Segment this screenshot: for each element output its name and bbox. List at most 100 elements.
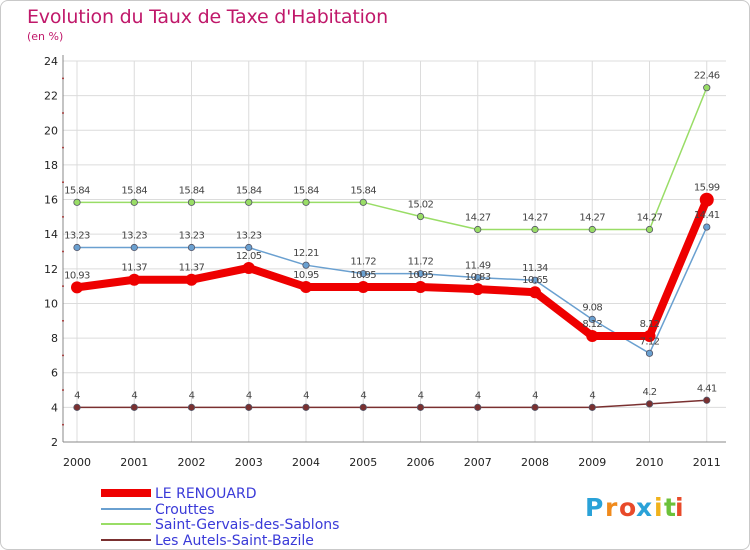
data-label: 15.84	[64, 185, 90, 196]
data-point	[359, 198, 367, 206]
data-point	[187, 403, 196, 411]
data-point	[71, 281, 83, 294]
logo-letter: i	[654, 493, 663, 522]
data-point	[588, 315, 596, 323]
legend-label: LE RENOUARD	[155, 486, 257, 502]
data-point	[302, 261, 310, 269]
data-label: 22.46	[694, 71, 720, 82]
x-tick-label: 2006	[407, 456, 435, 469]
data-label: 10.95	[293, 270, 319, 281]
data-point	[416, 212, 425, 221]
data-point	[474, 403, 482, 411]
data-label: 15.84	[179, 185, 205, 196]
series-line-0	[73, 195, 711, 341]
data-label: 7.12	[640, 336, 660, 347]
data-label: 11.72	[408, 257, 434, 268]
data-label: 11.72	[350, 257, 376, 268]
data-label: 4	[589, 390, 595, 401]
data-label: 15.84	[121, 185, 147, 196]
data-label: 10.83	[465, 272, 491, 283]
data-label: 4	[418, 390, 424, 401]
y-tick-label: 14	[44, 228, 58, 241]
x-tick-label: 2004	[292, 456, 320, 469]
data-label: 15.84	[293, 185, 319, 196]
x-tick-label: 2009	[578, 456, 606, 469]
y-tick-label: 4	[51, 401, 58, 414]
data-label: 11.34	[522, 263, 548, 274]
data-label: 4	[303, 390, 309, 401]
logo-letter: o	[619, 493, 636, 522]
x-tick-label: 2011	[693, 456, 721, 469]
y-tick-label: 18	[44, 159, 58, 172]
data-label: 14.27	[637, 213, 663, 224]
data-label: 4.2	[642, 387, 656, 398]
data-label: 13.23	[64, 231, 90, 242]
data-label: 13.23	[179, 231, 205, 242]
y-tick-label: 12	[44, 263, 58, 276]
data-point	[416, 270, 425, 278]
data-label: 13.23	[121, 231, 147, 242]
data-label: 4	[360, 390, 366, 401]
data-point	[245, 403, 253, 411]
data-label: 8.12	[582, 319, 602, 330]
x-tick-label: 2008	[521, 456, 549, 469]
data-label: 12.05	[236, 251, 262, 262]
data-label: 4	[131, 390, 137, 401]
data-point	[359, 270, 367, 278]
data-point	[302, 198, 310, 206]
y-tick-label: 16	[44, 194, 58, 207]
data-point	[416, 403, 425, 411]
data-point	[300, 281, 312, 294]
data-point	[474, 225, 482, 234]
data-label: 14.27	[579, 213, 605, 224]
data-label: 15.99	[694, 183, 720, 194]
data-point	[471, 283, 484, 296]
data-point	[187, 198, 196, 206]
data-point	[588, 403, 596, 411]
legend: LE RENOUARDCrouttesSaint-Gervais-des-Sab…	[101, 486, 339, 549]
logo-letter: P	[585, 493, 603, 522]
x-tick-label: 2005	[349, 456, 377, 469]
data-point	[529, 286, 541, 299]
data-label: 15.84	[350, 185, 376, 196]
data-point	[645, 225, 654, 234]
data-point	[130, 243, 138, 252]
y-tick-label: 24	[44, 55, 58, 68]
y-tick-label: 10	[44, 297, 58, 310]
data-point	[73, 198, 81, 206]
data-label: 10.95	[408, 270, 434, 281]
data-point	[414, 281, 427, 294]
x-tick-label: 2001	[120, 456, 148, 469]
data-point	[703, 84, 711, 92]
x-tick-label: 2010	[636, 456, 664, 469]
data-label: 4	[189, 390, 195, 401]
series-line-3	[76, 399, 708, 409]
data-point	[531, 225, 539, 234]
data-point	[187, 243, 196, 252]
data-point	[699, 192, 714, 207]
data-labels: 4 4 4 4 4 4 4 4 4 4 4.2 4.41 15.84 15.84 15.84 15.84 15.…	[64, 71, 720, 402]
data-point	[645, 400, 654, 408]
data-label: 4	[532, 390, 538, 401]
x-tick-label: 2003	[235, 456, 263, 469]
logo-letter: r	[605, 493, 618, 522]
data-point	[185, 273, 198, 286]
data-point	[588, 225, 596, 234]
series-line-1	[76, 226, 708, 355]
data-point	[531, 276, 539, 284]
data-point	[73, 243, 81, 252]
grid-lines	[63, 60, 726, 443]
data-label: 8.12	[640, 319, 660, 330]
data-point	[643, 330, 656, 343]
data-label: 4	[74, 390, 80, 401]
y-tick-label: 2	[51, 436, 58, 449]
data-label: 4	[475, 390, 481, 401]
y-tick-label: 8	[51, 332, 58, 345]
data-label: 14.27	[465, 213, 491, 224]
data-label: 12.21	[293, 248, 319, 259]
data-point	[645, 349, 654, 357]
y-tick-label: 22	[44, 90, 58, 103]
data-point	[703, 223, 711, 231]
